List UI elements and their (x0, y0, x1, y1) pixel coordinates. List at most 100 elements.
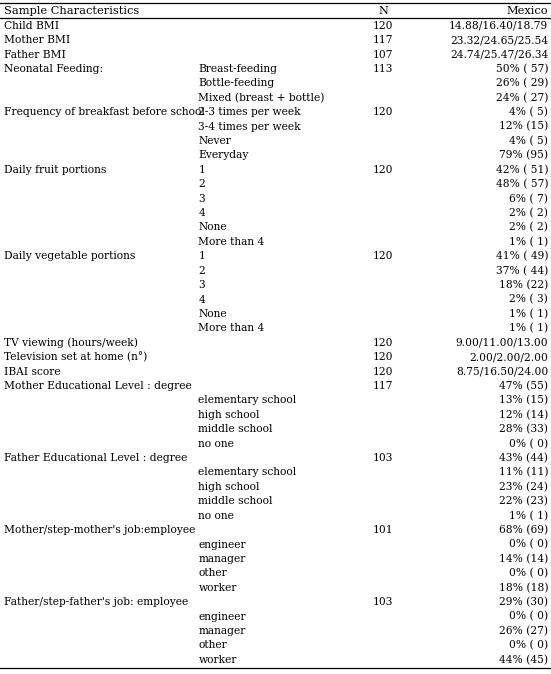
Text: 1% ( 1): 1% ( 1) (509, 510, 548, 521)
Text: 41% ( 49): 41% ( 49) (495, 251, 548, 262)
Text: 3: 3 (198, 193, 205, 204)
Text: 47% (55): 47% (55) (499, 381, 548, 391)
Text: Mexico: Mexico (506, 6, 548, 16)
Text: 3: 3 (198, 280, 205, 290)
Text: 37% ( 44): 37% ( 44) (496, 266, 548, 276)
Text: 3-4 times per week: 3-4 times per week (198, 121, 301, 131)
Text: elementary school: elementary school (198, 468, 296, 477)
Text: no one: no one (198, 511, 234, 521)
Text: Neonatal Feeding:: Neonatal Feeding: (4, 64, 104, 74)
Text: 1: 1 (198, 165, 205, 175)
Text: 103: 103 (373, 453, 393, 463)
Text: 24.74/25.47/26.34: 24.74/25.47/26.34 (450, 49, 548, 59)
Text: 18% (22): 18% (22) (499, 280, 548, 290)
Text: 68% (69): 68% (69) (499, 525, 548, 535)
Text: 6% ( 7): 6% ( 7) (509, 193, 548, 204)
Text: 18% (18): 18% (18) (499, 582, 548, 593)
Text: 117: 117 (372, 35, 393, 45)
Text: 42% ( 51): 42% ( 51) (495, 164, 548, 175)
Text: no one: no one (198, 439, 234, 449)
Text: 117: 117 (372, 381, 393, 391)
Text: Bottle-feeding: Bottle-feeding (198, 78, 274, 88)
Text: Father Educational Level : degree: Father Educational Level : degree (4, 453, 188, 463)
Text: None: None (198, 309, 227, 319)
Text: worker: worker (198, 583, 237, 592)
Text: 0% ( 0): 0% ( 0) (509, 640, 548, 650)
Text: Mother Educational Level : degree: Mother Educational Level : degree (4, 381, 192, 391)
Text: 120: 120 (372, 251, 393, 262)
Text: 4% ( 5): 4% ( 5) (509, 136, 548, 146)
Text: 0% ( 0): 0% ( 0) (509, 539, 548, 550)
Text: Child BMI: Child BMI (4, 21, 60, 31)
Text: 48% ( 57): 48% ( 57) (495, 179, 548, 189)
Text: Breast-feeding: Breast-feeding (198, 64, 277, 74)
Text: 113: 113 (373, 64, 393, 74)
Text: 4% ( 5): 4% ( 5) (509, 107, 548, 117)
Text: other: other (198, 640, 227, 650)
Text: 0% ( 0): 0% ( 0) (509, 568, 548, 578)
Text: 14% (14): 14% (14) (499, 554, 548, 564)
Text: 101: 101 (372, 525, 393, 535)
Text: other: other (198, 568, 227, 578)
Text: 12% (14): 12% (14) (499, 410, 548, 420)
Text: Father BMI: Father BMI (4, 49, 66, 59)
Text: 0% ( 0): 0% ( 0) (509, 611, 548, 621)
Text: 2% ( 2): 2% ( 2) (509, 222, 548, 233)
Text: 28% (33): 28% (33) (499, 424, 548, 434)
Text: worker: worker (198, 655, 237, 665)
Text: 1% ( 1): 1% ( 1) (509, 237, 548, 247)
Text: 9.00/11.00/13.00: 9.00/11.00/13.00 (456, 338, 548, 348)
Text: Never: Never (198, 136, 231, 146)
Text: Mixed (breast + bottle): Mixed (breast + bottle) (198, 92, 325, 103)
Text: 23.32/24.65/25.54: 23.32/24.65/25.54 (450, 35, 548, 45)
Text: Frequency of breakfast before school: Frequency of breakfast before school (4, 107, 206, 117)
Text: 23% (24): 23% (24) (499, 482, 548, 492)
Text: Television set at home (n°): Television set at home (n°) (4, 352, 148, 363)
Text: Daily fruit portions: Daily fruit portions (4, 165, 107, 175)
Text: Daily vegetable portions: Daily vegetable portions (4, 251, 136, 262)
Text: middle school: middle school (198, 496, 273, 506)
Text: middle school: middle school (198, 424, 273, 434)
Text: 79% (95): 79% (95) (499, 150, 548, 160)
Text: Everyday: Everyday (198, 150, 249, 160)
Text: 8.75/16.50/24.00: 8.75/16.50/24.00 (456, 367, 548, 377)
Text: 22% (23): 22% (23) (499, 496, 548, 506)
Text: 26% ( 29): 26% ( 29) (496, 78, 548, 88)
Text: 120: 120 (372, 165, 393, 175)
Text: Sample Characteristics: Sample Characteristics (4, 6, 139, 16)
Text: N: N (378, 6, 388, 16)
Text: high school: high school (198, 410, 260, 420)
Text: 2% ( 2): 2% ( 2) (509, 208, 548, 218)
Text: 2: 2 (198, 266, 205, 276)
Text: 26% (27): 26% (27) (499, 626, 548, 636)
Text: 44% (45): 44% (45) (499, 654, 548, 665)
Text: elementary school: elementary school (198, 396, 296, 406)
Text: IBAI score: IBAI score (4, 367, 61, 377)
Text: Father/step-father's job: employee: Father/step-father's job: employee (4, 597, 188, 607)
Text: More than 4: More than 4 (198, 324, 264, 334)
Text: 120: 120 (372, 21, 393, 31)
Text: 4: 4 (198, 295, 205, 305)
Text: 50% ( 57): 50% ( 57) (495, 64, 548, 74)
Text: high school: high school (198, 482, 260, 492)
Text: More than 4: More than 4 (198, 237, 264, 247)
Text: 0% ( 0): 0% ( 0) (509, 439, 548, 449)
Text: 1: 1 (198, 251, 205, 262)
Text: 2-3 times per week: 2-3 times per week (198, 107, 301, 117)
Text: 4: 4 (198, 208, 205, 218)
Text: 43% (44): 43% (44) (499, 453, 548, 463)
Text: 13% (15): 13% (15) (499, 395, 548, 406)
Text: 29% (30): 29% (30) (499, 597, 548, 607)
Text: 120: 120 (372, 353, 393, 362)
Text: 120: 120 (372, 107, 393, 117)
Text: Mother BMI: Mother BMI (4, 35, 71, 45)
Text: 1% ( 1): 1% ( 1) (509, 324, 548, 334)
Text: 12% (15): 12% (15) (499, 121, 548, 131)
Text: 103: 103 (373, 597, 393, 607)
Text: 107: 107 (372, 49, 393, 59)
Text: TV viewing (hours/week): TV viewing (hours/week) (4, 338, 138, 348)
Text: 1% ( 1): 1% ( 1) (509, 309, 548, 319)
Text: 14.88/16.40/18.79: 14.88/16.40/18.79 (449, 21, 548, 31)
Text: engineer: engineer (198, 611, 246, 621)
Text: 24% ( 27): 24% ( 27) (496, 92, 548, 103)
